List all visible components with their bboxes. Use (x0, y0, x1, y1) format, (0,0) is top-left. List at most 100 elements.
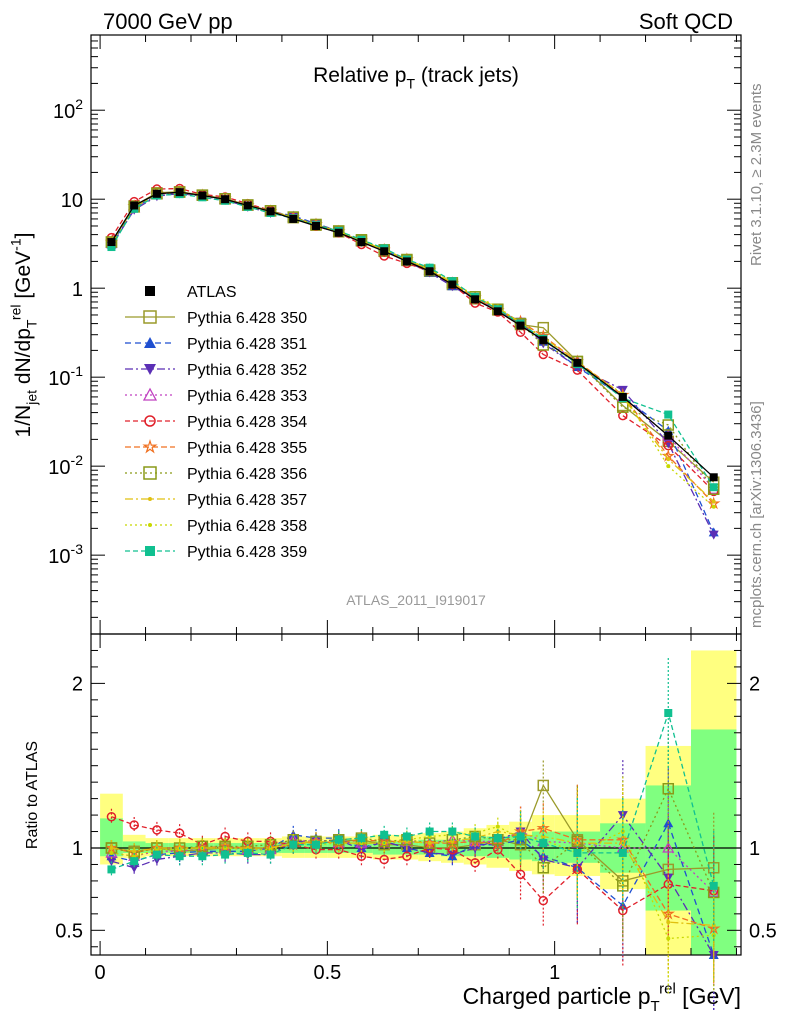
legend-label: Pythia 6.428 358 (187, 518, 307, 535)
main-pythia-6.428-357-point (666, 457, 671, 462)
main-atlas-point (334, 228, 343, 237)
axes: 10-3 10-2 10-1 1 10 102 0.5 0.5 1 1 2 2 0 0.5 1 Relativ… (8, 34, 777, 1015)
ratio-pythia-6.428-356-point (662, 782, 675, 795)
uncertainty-bands (100, 650, 737, 955)
legend-label: Pythia 6.428 353 (187, 388, 307, 405)
ratio-pythia-6.428-358-point (177, 847, 182, 852)
main-atlas-point (198, 191, 207, 200)
main-atlas-point (312, 221, 320, 230)
ratio-pythia-6.428-354-point (174, 828, 185, 838)
legend-marker (144, 415, 156, 427)
main-atlas-point (618, 392, 627, 401)
ratio-pythia-6.428-359-point (539, 839, 548, 848)
ratio-pythia-6.428-359-point (448, 827, 457, 836)
legend-marker (145, 546, 155, 556)
main-pythia-6.428-359-point (709, 483, 718, 492)
ratio-y-tick-label-right: 0.5 (749, 920, 777, 942)
ratio-pythia-6.428-359-point (380, 830, 389, 839)
ratio-y-tick-label: 0.5 (55, 920, 83, 942)
ratio-pythia-6.428-358-point (109, 850, 114, 855)
header-left: 7000 GeV pp (103, 9, 233, 34)
ratio-pythia-6.428-359-point (709, 881, 718, 890)
ratio-pythia-6.428-359-point (221, 850, 230, 859)
ratio-pythia-6.428-359-point (152, 850, 161, 859)
legend-marker (148, 497, 152, 501)
plot-title: Relative pT (track jets) (313, 64, 519, 91)
main-y-axis-label: 1/Njet dN/dpTrel [GeV-1] (8, 233, 40, 438)
ratio-plot-frame (90, 633, 742, 956)
ratio-pythia-6.428-359-point (266, 850, 275, 859)
main-atlas-point (448, 280, 457, 289)
ratio-pythia-6.428-352-line (111, 814, 715, 956)
ratio-pythia-6.428-357-line (111, 830, 714, 927)
ratio-pythia-6.428-359-point (107, 865, 116, 874)
main-atlas-point (380, 247, 389, 256)
main-atlas-point (493, 307, 502, 316)
main-atlas-point (573, 358, 582, 367)
legend-marker (142, 387, 158, 401)
ratio-pythia-6.428-357-point (132, 849, 137, 854)
ratio-pythia-6.428-359-point (471, 832, 480, 841)
main-pythia-6.428-352-point (708, 530, 719, 540)
ratio-pythia-6.428-357-point (109, 846, 114, 850)
legend-label: Pythia 6.428 350 (187, 310, 307, 327)
main-atlas-line (110, 191, 715, 478)
ratio-pythia-6.428-354-point (538, 895, 549, 906)
ratio-y-axis-label: Ratio to ATLAS (24, 741, 41, 849)
legend-marker (142, 438, 158, 454)
ratio-pythia-6.428-354-point (402, 851, 412, 861)
y-tick-label: 102 (53, 96, 83, 123)
ratio-pythia-6.428-354-point (106, 811, 117, 822)
x-axis-label: Charged particle pTrel [GeV] (463, 981, 741, 1015)
ratio-pythia-6.428-359-point (243, 848, 252, 857)
main-atlas-point (664, 431, 673, 440)
ratio-pythia-6.428-359-point (573, 848, 582, 857)
analysis-id: ATLAS_2011_I919017 (346, 592, 486, 608)
legend-label: Pythia 6.428 351 (187, 336, 307, 353)
main-pythia-6.428-359-point (664, 410, 673, 419)
ratio-pythia-6.428-359-point (312, 840, 320, 849)
ratio-pythia-6.428-359-point (289, 840, 298, 849)
y-tick-label: 10-2 (48, 452, 83, 479)
main-atlas-point (243, 201, 252, 210)
ratio-pythia-6.428-355-line (111, 827, 714, 930)
header-right: Soft QCD (639, 9, 733, 34)
legend-marker (144, 337, 156, 348)
main-pythia-6.428-358-point (711, 504, 716, 509)
main-atlas-point (107, 238, 116, 247)
ratio-pythia-6.428-354-point (356, 851, 367, 861)
main-pythia-6.428-356-point (662, 419, 675, 431)
legend-marker (148, 523, 152, 527)
main-atlas-point (130, 201, 139, 210)
main-pythia-6.428-354-line (110, 187, 715, 492)
ratio-pythia-6.428-357-point (450, 839, 455, 844)
legend-marker (145, 286, 155, 296)
x-tick-label: 0.5 (313, 962, 341, 984)
main-atlas-point (425, 267, 434, 276)
legend-label: Pythia 6.428 354 (187, 414, 307, 431)
ratio-pythia-6.428-354-point (152, 825, 162, 835)
ratio-pythia-6.428-352-point (129, 863, 140, 873)
ratio-pythia-6.428-359-point (357, 834, 366, 843)
main-pythia-6.428-357-line (110, 191, 715, 503)
legend-label: Pythia 6.428 356 (187, 466, 307, 483)
legend-label: ATLAS (187, 284, 237, 301)
ratio-pythia-6.428-354-point (470, 858, 480, 868)
ratio-pythia-6.428-354-point (129, 820, 139, 830)
ratio-pythia-6.428-359-point (664, 709, 673, 718)
main-atlas-point (516, 321, 525, 330)
ratio-pythia-6.428-358-point (223, 846, 228, 850)
ratio-pythia-6.428-359-point (198, 852, 207, 861)
ratio-y-tick-label-right: 2 (749, 673, 760, 695)
legend-label: Pythia 6.428 357 (187, 492, 307, 509)
main-atlas-point (471, 295, 480, 304)
ratio-pythia-6.428-359-point (175, 852, 184, 861)
ratio-pythia-6.428-359-point (130, 857, 139, 866)
main-atlas-point (221, 195, 230, 204)
ratio-pythia-6.428-358-point (666, 936, 671, 941)
ratio-y-tick-label: 1 (72, 838, 83, 860)
legend-marker (144, 364, 156, 375)
legend-label: Pythia 6.428 355 (187, 440, 307, 457)
y-tick-label: 10 (61, 190, 83, 212)
ratio-pythia-6.428-359-point (334, 835, 343, 844)
